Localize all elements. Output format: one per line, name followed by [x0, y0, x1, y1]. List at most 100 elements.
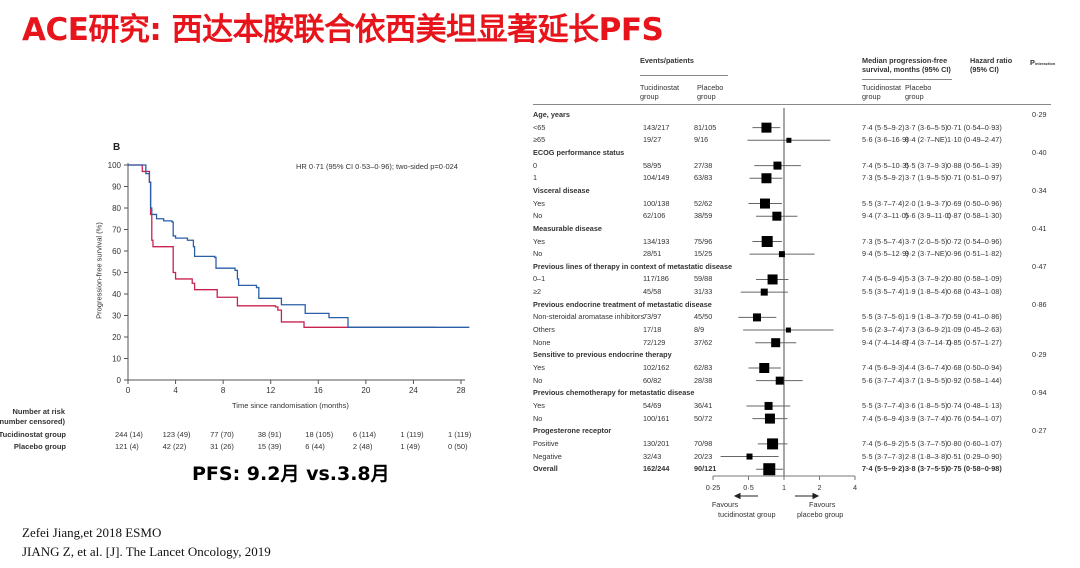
km-x-axis-label: Time since randomisation (months) — [232, 401, 349, 410]
x-tick-label: 20 — [361, 386, 370, 395]
forest-tick-label: 0·5 — [743, 483, 754, 492]
tucidinostat-median: 7·4 (5·5–10·3) — [862, 160, 909, 170]
p-interaction-value: 0·94 — [1032, 388, 1047, 398]
risk-value: 244 (14) — [115, 430, 143, 439]
header-rule — [862, 79, 952, 80]
subgroup-label: Negative — [533, 451, 562, 461]
risk-value: 1 (49) — [400, 442, 421, 451]
risk-row-label: Tucidinostat group — [0, 430, 66, 439]
favours-left: Favours — [711, 500, 739, 509]
panel-label: B — [113, 142, 121, 153]
subgroup-header: Previous endocrine treatment of metastat… — [533, 299, 712, 309]
placebo-events: 8/9 — [694, 325, 705, 335]
y-tick-label: 70 — [112, 226, 121, 235]
hazard-ratio-value: 0·71 (0·51–0·97) — [947, 173, 1002, 183]
tucidinostat-median: 5·6 (2·3–7·4) — [862, 325, 905, 335]
hazard-ratio-marker — [773, 161, 782, 170]
hazard-ratio-marker — [771, 338, 781, 348]
risk-value: 18 (105) — [305, 430, 334, 439]
subgroup-label: Positive — [533, 438, 559, 448]
placebo-events: 90/121 — [694, 464, 717, 474]
hazard-ratio-marker — [759, 198, 770, 209]
placebo-events: 52/62 — [694, 198, 713, 208]
x-tick-label: 0 — [126, 386, 131, 395]
placebo-median: 8·4 (2·7–NE) — [905, 135, 948, 145]
x-tick-label: 16 — [314, 386, 323, 395]
tucidinostat-median: 5·5 (3·7–7·3) — [862, 451, 905, 461]
tucidinostat-events: 100/138 — [643, 198, 670, 208]
x-tick-label: 28 — [457, 386, 466, 395]
placebo-events: 27/38 — [694, 160, 713, 170]
p-interaction-value: 0·27 — [1032, 426, 1047, 436]
placebo-events: 36/41 — [694, 400, 713, 410]
favours-left-2: tucidinostat group — [718, 510, 776, 519]
subgroup-header: Previous chemotherapy for metastatic dis… — [533, 388, 695, 398]
hazard-ratio-marker — [761, 236, 773, 247]
placebo-events: 50/72 — [694, 413, 713, 423]
hazard-ratio-value: 0·68 (0·50–0·94) — [947, 363, 1002, 372]
tucidinostat-median: 9·4 (7·3–11·0) — [862, 211, 909, 221]
placebo-events: 28/38 — [694, 375, 713, 385]
placebo-header: Placebo — [697, 83, 724, 92]
subgroup-label: None — [533, 337, 551, 347]
placebo-median: 1·9 (1·8–3·7) — [905, 312, 948, 322]
subgroup-header: Previous lines of therapy in context of … — [533, 261, 733, 271]
pfs-summary: PFS: 9.2月 vs.3.8月 — [192, 463, 390, 485]
y-tick-label: 100 — [108, 161, 122, 170]
forest-tick-label: 0·25 — [706, 483, 721, 492]
p-interaction-value: 0·29 — [1032, 350, 1047, 360]
hazard-ratio-marker — [772, 211, 782, 221]
reference-2: JIANG Z, et al. [J]. The Lancet Oncology… — [22, 544, 271, 559]
p-label: P — [1030, 58, 1035, 67]
tucidinostat-median: 7·4 (5·6–9·4) — [862, 413, 905, 423]
placebo-median: 3·7 (1·9–5·5) — [905, 375, 948, 385]
hazard-ratio-value: 0·72 (0·54–0·96) — [947, 236, 1002, 246]
subgroup-label: ≥65 — [533, 135, 546, 145]
hazard-ratio-value: 0·85 (0·57–1·27) — [947, 337, 1002, 347]
placebo-events: 70/98 — [694, 438, 713, 448]
hr-header-2: (95% CI) — [970, 65, 999, 74]
placebo-events: 15/25 — [694, 249, 713, 259]
placebo-median: 3·7 (1·9–5·5) — [905, 173, 948, 183]
events-header: Events/patients — [640, 56, 694, 65]
x-tick-label: 4 — [173, 386, 178, 395]
tucidinostat-median: 7·3 (5·5–9·2) — [862, 173, 905, 183]
hazard-ratio-value: 0·71 (0·54–0·93) — [947, 122, 1002, 132]
subgroup-header: Age, years — [533, 110, 570, 119]
subgroup-header: ECOG performance status — [533, 147, 625, 157]
placebo-events: 37/62 — [694, 337, 713, 347]
tucidinostat-events: 28/51 — [643, 249, 662, 259]
placebo-median: 2·8 (1·8–3·8) — [905, 451, 948, 461]
median-tuc-header-2: group — [862, 92, 881, 101]
risk-value: 77 (70) — [210, 430, 234, 439]
risk-value: 121 (4) — [115, 442, 139, 451]
placebo-median: 7·4 (3·7–14·7) — [905, 337, 952, 347]
x-tick-label: 24 — [409, 386, 418, 395]
subgroup-label: 0 — [533, 160, 538, 170]
tucidinostat-median: 5·5 (3·7–7·4) — [862, 400, 905, 410]
hazard-ratio-value: 0·51 (0·29–0·90) — [947, 451, 1002, 461]
hazard-ratio-value: 0·80 (0·60–1·07) — [947, 438, 1002, 448]
km-chart: 0 10 20 30 40 50 60 70 80 90 100 0 4 8 12 16 20 24 28 — [108, 161, 470, 395]
tucidinostat-events: 134/193 — [643, 236, 670, 246]
tucidinostat-curve — [128, 164, 470, 328]
tucidinostat-events: 143/217 — [643, 122, 670, 132]
subgroup-label: Yes — [533, 198, 545, 208]
subgroup-label: No — [533, 413, 543, 423]
median-header: Median progression-free — [862, 56, 948, 65]
hazard-ratio-marker — [761, 122, 772, 133]
hazard-ratio-value: 0·87 (0·58–1·30) — [947, 211, 1002, 221]
hazard-ratio-marker — [764, 413, 775, 424]
forest-tick-label: 4 — [853, 483, 857, 492]
tucidinostat-events: 117/186 — [643, 274, 669, 284]
forest-tick-label: 1 — [782, 483, 786, 492]
arrow-left-icon — [733, 492, 758, 500]
placebo-median: 7·3 (3·6–9·2) — [905, 325, 948, 335]
header-rule — [533, 104, 1051, 105]
tucidinostat-events: 130/201 — [643, 438, 670, 448]
forest-tick-label: 2 — [817, 483, 821, 492]
favours-right-2: placebo group — [797, 510, 844, 519]
placebo-median: 5·5 (3·7–7·5) — [905, 438, 948, 448]
subgroup-label: No — [533, 249, 543, 259]
